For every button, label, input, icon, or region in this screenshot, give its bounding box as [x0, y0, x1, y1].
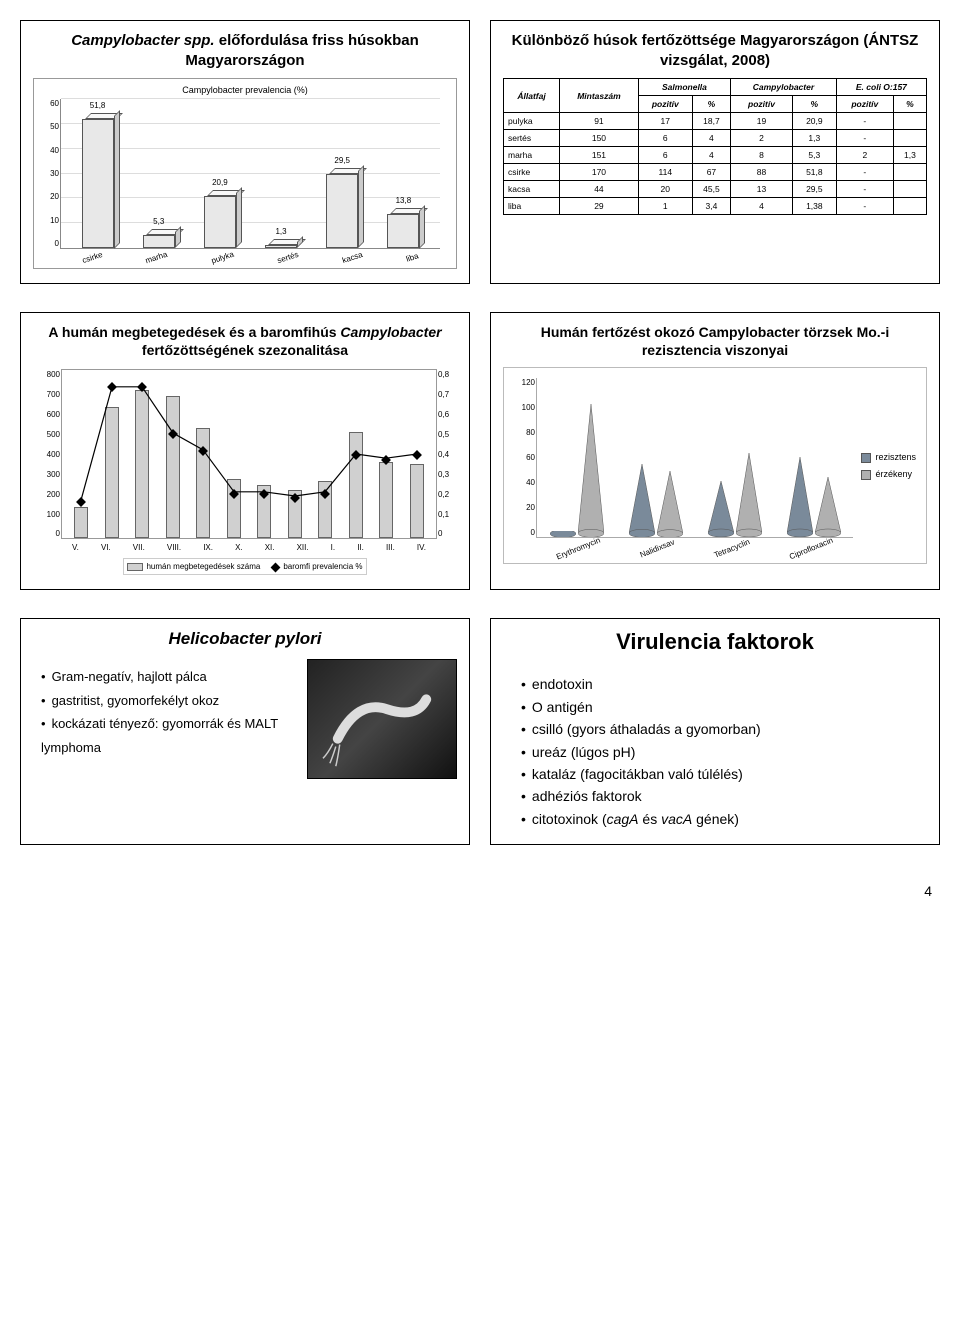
legend-item: rezisztens: [861, 452, 916, 463]
cone-pair: [550, 404, 604, 537]
bullet-item: kockázati tényező: gyomorrák és MALT lym…: [41, 712, 291, 759]
panel6-title: Virulencia faktorok: [503, 629, 927, 655]
p3-t1: A humán megbetegedések és a baromfihús: [48, 324, 340, 340]
bar-liba: 13,8: [387, 214, 419, 249]
panel1-x-labels: csirkemarhapulykasertéskacsaliba: [60, 253, 440, 262]
cone: [787, 457, 813, 537]
meat-table: ÁllatfajMintaszámSalmonellaCampylobacter…: [503, 78, 927, 215]
combo-bar: [166, 396, 180, 538]
panel-meat-table: Különböző húsok fertőzöttsége Magyarorsz…: [490, 20, 940, 284]
virulence-item: ureáz (lúgos pH): [521, 741, 927, 763]
panel5-title: Helicobacter pylori: [33, 629, 457, 649]
row-2: A humán megbetegedések és a baromfihús C…: [20, 312, 940, 590]
cone-area: 020406080100120: [536, 378, 853, 538]
combo-bar: [105, 407, 119, 539]
panel-campylobacter-prev: Campylobacter spp. előfordulása friss hú…: [20, 20, 470, 284]
panel2-title: Különböző húsok fertőzöttsége Magyarorsz…: [503, 31, 927, 70]
row-1: Campylobacter spp. előfordulása friss hú…: [20, 20, 940, 284]
heli-content: Gram-negatív, hajlott pálcagastritist, g…: [33, 659, 457, 779]
combo-bar: [349, 432, 363, 538]
panel5-bullets: Gram-negatív, hajlott pálcagastritist, g…: [33, 659, 299, 779]
table-head: ÁllatfajMintaszámSalmonellaCampylobacter…: [504, 79, 927, 113]
table-row: kacsa442045,51329,5-: [504, 181, 927, 198]
bullet-item: Gram-negatív, hajlott pálca: [41, 665, 291, 688]
panel1-bar-area: 0102030405060 51,85,320,91,329,513,8: [60, 99, 440, 249]
virulence-item: citotoxinok (cagA és vacA gének): [521, 808, 927, 830]
combo-bar: [379, 462, 393, 539]
panel4-chart: 020406080100120 ErythromycinNalidixsavTe…: [503, 367, 927, 564]
virulence-item: endotoxin: [521, 673, 927, 695]
bar-marha: 5,3: [143, 235, 175, 248]
diamond-icon: [271, 562, 281, 572]
cone-x-labels: ErythromycinNalidixsavTetracyclinCiprofl…: [536, 544, 853, 553]
bar-pulyka: 20,9: [204, 196, 236, 248]
panel3-legend: humán megbetegedések száma baromfi preva…: [123, 558, 366, 575]
cone: [815, 477, 841, 537]
bullet-item: gastritist, gyomorfekélyt okoz: [41, 689, 291, 712]
panel1-title-italic: Campylobacter spp.: [71, 32, 214, 49]
cone-pair: [629, 464, 683, 537]
combo-bar: [135, 390, 149, 539]
bacterium-icon: [308, 660, 456, 778]
combo-bar: [196, 428, 210, 539]
panel-resistance: Humán fertőzést okozó Campylobacter törz…: [490, 312, 940, 590]
cone: [629, 464, 655, 537]
cone-row: [537, 378, 853, 537]
cone-pair: [708, 453, 762, 537]
virulence-item: O antigén: [521, 696, 927, 718]
combo-bar: [227, 479, 241, 539]
p3-t2: Campylobacter: [340, 324, 441, 340]
panel3-bars: [62, 370, 436, 538]
swatch-icon: [127, 563, 143, 571]
panel6-list: endotoxinO antigéncsilló (gyors áthaladá…: [503, 673, 927, 830]
legend-line-label: baromfi prevalencia %: [283, 562, 362, 571]
bar-sertés: 1,3: [265, 245, 297, 248]
legend-item: érzékeny: [861, 469, 916, 480]
panel4-title: Humán fertőzést okozó Campylobacter törz…: [503, 323, 927, 359]
legend-bar-label: humán megbetegedések száma: [146, 562, 260, 571]
panel3-y-right: 00,10,20,30,40,50,60,70,8: [438, 370, 462, 538]
panel1-chart: Campylobacter prevalencia (%) 0102030405…: [33, 78, 457, 269]
cone-pair: [787, 457, 841, 537]
cone: [550, 531, 576, 538]
helicobacter-image: [307, 659, 457, 779]
cone-legend: rezisztens érzékeny: [861, 378, 916, 553]
combo-bar: [410, 464, 424, 538]
legend-item-line: baromfi prevalencia %: [272, 562, 362, 571]
panel3-x-labels: V.VI.VII.VIII.IX.X.XI.XII.I.II.III.IV.: [61, 543, 437, 552]
bar-kacsa: 29,5: [326, 174, 358, 248]
panel1-y-labels: 0102030405060: [39, 99, 59, 248]
cone: [708, 481, 734, 537]
virulence-item: kataláz (fagocitákban való túlélés): [521, 763, 927, 785]
table-row: csirke170114678851,8-: [504, 164, 927, 181]
panel-helicobacter: Helicobacter pylori Gram-negatív, hajlot…: [20, 618, 470, 845]
panel3-title: A humán megbetegedések és a baromfihús C…: [33, 323, 457, 359]
virulence-item: adhéziós faktorok: [521, 785, 927, 807]
legend-item-bars: humán megbetegedések száma: [127, 562, 260, 571]
panel1-title-rest: előfordulása friss húsokban Magyarország…: [185, 32, 418, 69]
table-row: sertés1506421,3-: [504, 130, 927, 147]
table-row: pulyka911718,71920,9-: [504, 113, 927, 130]
page: Campylobacter spp. előfordulása friss hú…: [20, 20, 940, 899]
row-3: Helicobacter pylori Gram-negatív, hajlot…: [20, 618, 940, 845]
table-body: pulyka911718,71920,9-sertés1506421,3-mar…: [504, 113, 927, 215]
panel3-chart-area: 0100200300400500600700800 00,10,20,30,40…: [61, 369, 437, 539]
cone: [578, 404, 604, 537]
bar-csirke: 51,8: [82, 119, 114, 249]
page-number: 4: [20, 883, 940, 899]
virulence-item: csilló (gyors áthaladás a gyomorban): [521, 718, 927, 740]
cone: [657, 471, 683, 538]
panel1-title: Campylobacter spp. előfordulása friss hú…: [33, 31, 457, 70]
panel1-caption: Campylobacter prevalencia (%): [40, 85, 450, 95]
panel-seasonality: A humán megbetegedések és a baromfihús C…: [20, 312, 470, 590]
panel3-y-left: 0100200300400500600700800: [36, 370, 60, 538]
table-row: marha1516485,321,3: [504, 147, 927, 164]
cone: [736, 453, 762, 537]
p3-t3: fertőzöttségének szezonalitása: [142, 342, 348, 358]
panel-virulence: Virulencia faktorok endotoxinO antigéncs…: [490, 618, 940, 845]
combo-bar: [74, 507, 88, 539]
table-row: liba2913,441,38-: [504, 198, 927, 215]
cone-y-labels: 020406080100120: [513, 378, 535, 537]
